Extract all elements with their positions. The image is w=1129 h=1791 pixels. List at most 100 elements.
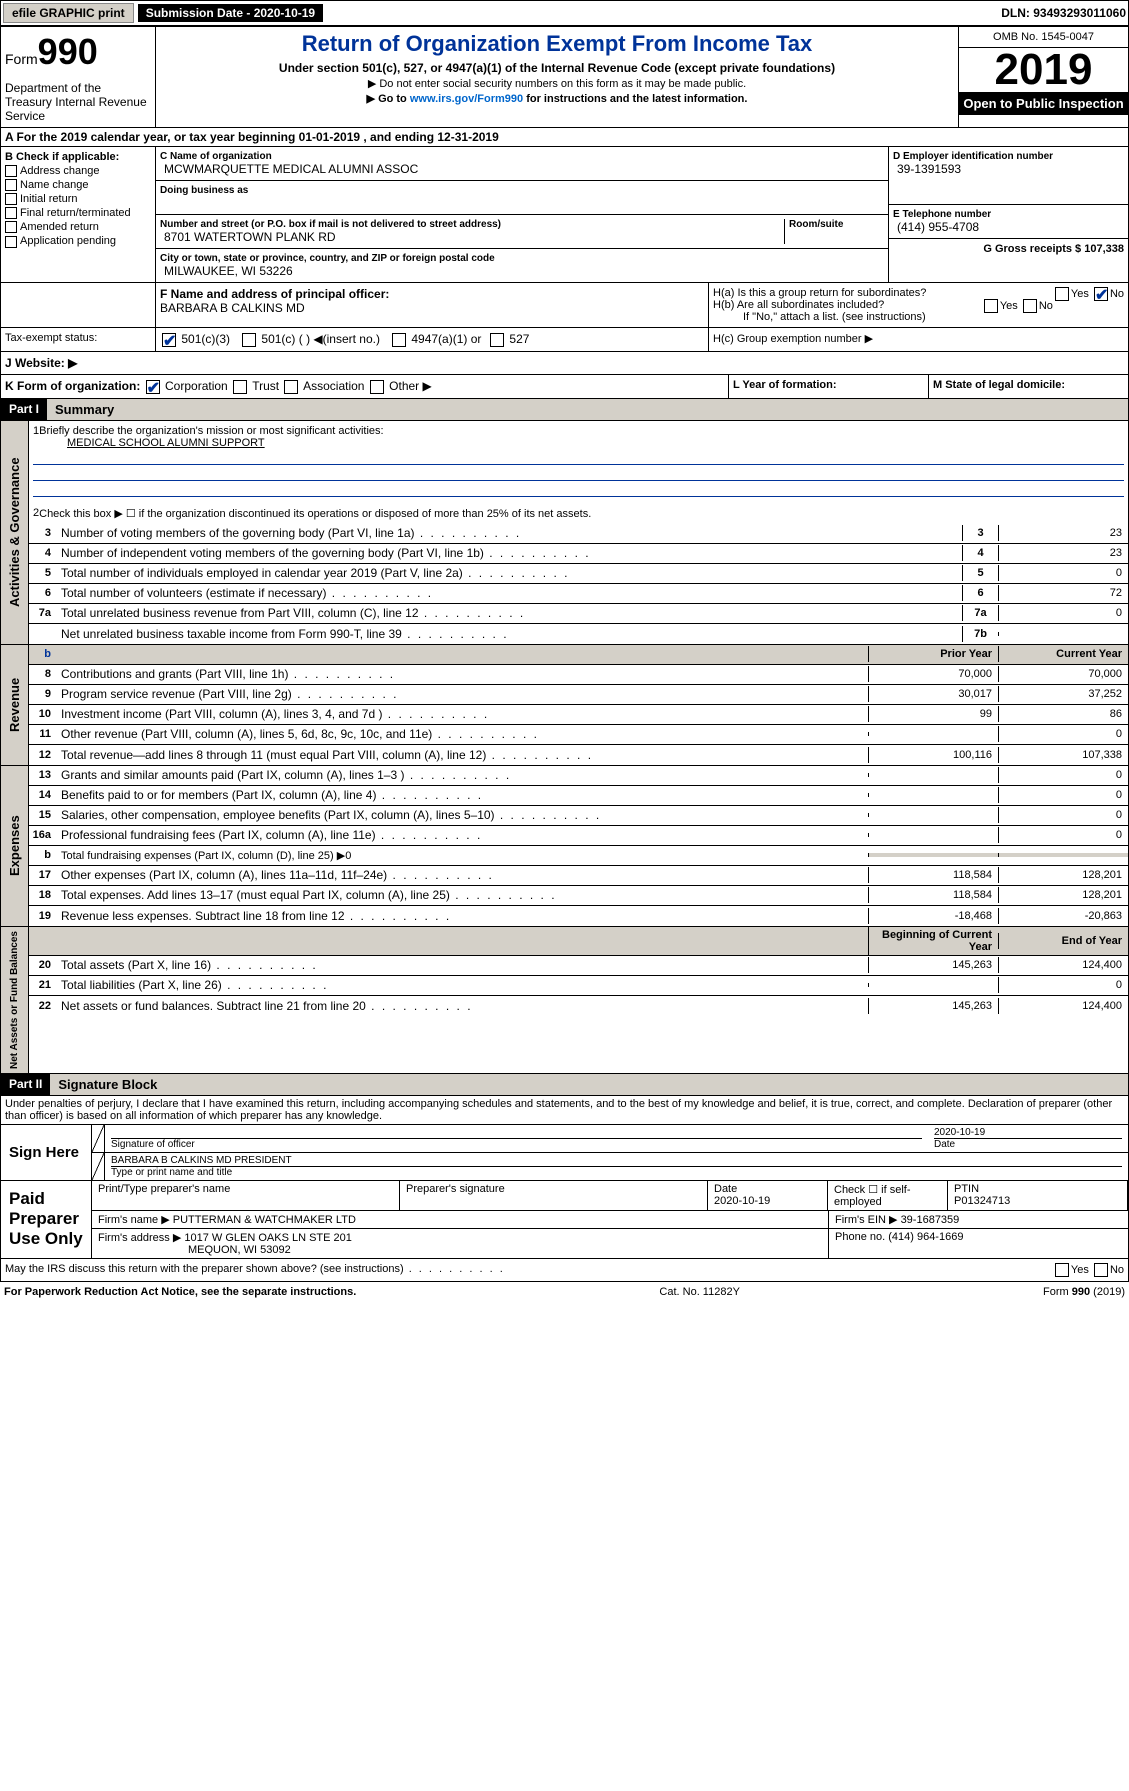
table-row: 21Total liabilities (Part X, line 26)0 — [29, 976, 1128, 996]
principal-officer: F Name and address of principal officer:… — [156, 283, 708, 327]
sign-here-section: Sign Here Signature of officer 2020-10-1… — [0, 1125, 1129, 1181]
discuss-row: May the IRS discuss this return with the… — [0, 1259, 1129, 1282]
paid-preparer-section: Paid Preparer Use Only Print/Type prepar… — [0, 1181, 1129, 1259]
efile-button[interactable]: efile GRAPHIC print — [3, 3, 134, 23]
row-k-l-m: K Form of organization: Corporation Trus… — [0, 375, 1129, 399]
h-a: H(a) Is this a group return for subordin… — [713, 287, 1124, 299]
row-a-tax-year: A For the 2019 calendar year, or tax yea… — [0, 128, 1129, 147]
signature-date: 2020-10-19 — [934, 1127, 1122, 1138]
table-row: 12Total revenue—add lines 8 through 11 (… — [29, 745, 1128, 765]
phone-value: (414) 955-4708 — [893, 220, 1124, 234]
checkbox-other[interactable] — [370, 380, 384, 394]
tax-year: 2019 — [959, 48, 1128, 92]
org-name-box: C Name of organization MCWMARQUETTE MEDI… — [156, 147, 888, 181]
ein-value: 39-1391593 — [893, 162, 1124, 176]
line-3: 3Number of voting members of the governi… — [29, 524, 1128, 544]
table-row: 17Other expenses (Part IX, column (A), l… — [29, 866, 1128, 886]
table-row: 14Benefits paid to or for members (Part … — [29, 786, 1128, 806]
checkbox-name-change[interactable]: Name change — [5, 179, 151, 191]
city-value: MILWAUKEE, WI 53226 — [160, 264, 884, 278]
gross-receipts: G Gross receipts $ 107,338 — [889, 239, 1128, 259]
ssn-warning: ▶ Do not enter social security numbers o… — [160, 77, 954, 90]
paid-preparer-label: Paid Preparer Use Only — [1, 1181, 91, 1258]
discuss-yes[interactable] — [1055, 1263, 1069, 1277]
form-title: Return of Organization Exempt From Incom… — [160, 31, 954, 57]
checkbox-527[interactable] — [490, 333, 504, 347]
irs-link[interactable]: www.irs.gov/Form990 — [410, 93, 523, 105]
signature-line-label: Signature of officer — [111, 1138, 922, 1150]
table-row: 18Total expenses. Add lines 13–17 (must … — [29, 886, 1128, 906]
line-5: 5Total number of individuals employed in… — [29, 564, 1128, 584]
table-row: 20Total assets (Part X, line 16)145,2631… — [29, 956, 1128, 976]
checkbox-corporation[interactable] — [146, 380, 160, 394]
preparer-date: Date2020-10-19 — [708, 1181, 828, 1211]
table-row: 10Investment income (Part VIII, column (… — [29, 705, 1128, 725]
submission-date: Submission Date - 2020-10-19 — [138, 4, 323, 22]
mission-statement: MEDICAL SCHOOL ALUMNI SUPPORT — [33, 437, 1124, 449]
netassets-section: Net Assets or Fund Balances Beginning of… — [0, 927, 1129, 1074]
table-row: 11Other revenue (Part VIII, column (A), … — [29, 725, 1128, 745]
org-name-value: MCWMARQUETTE MEDICAL ALUMNI ASSOC — [160, 162, 884, 176]
checkbox-address-change[interactable]: Address change — [5, 165, 151, 177]
vlabel-expenses: Expenses — [1, 766, 29, 926]
revenue-section: Revenue bPrior YearCurrent Year 8Contrib… — [0, 645, 1129, 766]
revenue-headers: bPrior YearCurrent Year — [29, 645, 1128, 665]
vlabel-revenue: Revenue — [1, 645, 29, 765]
ein-box: D Employer identification number 39-1391… — [889, 147, 1128, 205]
table-row: 15Salaries, other compensation, employee… — [29, 806, 1128, 826]
checkbox-final-return[interactable]: Final return/terminated — [5, 207, 151, 219]
page-footer: For Paperwork Reduction Act Notice, see … — [0, 1282, 1129, 1302]
preparer-name-hdr: Print/Type preparer's name — [92, 1181, 400, 1211]
dba-box: Doing business as — [156, 181, 888, 215]
ptin: PTINP01324713 — [948, 1181, 1128, 1211]
line-7a: 7aTotal unrelated business revenue from … — [29, 604, 1128, 624]
discuss-no[interactable] — [1094, 1263, 1108, 1277]
form-header: Form990 Department of the Treasury Inter… — [0, 26, 1129, 128]
expenses-section: Expenses 13Grants and similar amounts pa… — [0, 766, 1129, 927]
sign-here-label: Sign Here — [1, 1125, 91, 1180]
part1-header: Part I Summary — [0, 399, 1129, 421]
vlabel-netassets: Net Assets or Fund Balances — [1, 927, 29, 1073]
firm-address: 1017 W GLEN OAKS LN STE 201 — [184, 1232, 352, 1244]
table-row: 19Revenue less expenses. Subtract line 1… — [29, 906, 1128, 926]
checkbox-amended-return[interactable]: Amended return — [5, 221, 151, 233]
year-formation: L Year of formation: — [728, 375, 928, 398]
checkbox-trust[interactable] — [233, 380, 247, 394]
perjury-statement: Under penalties of perjury, I declare th… — [0, 1096, 1129, 1125]
activities-governance-section: Activities & Governance 1Briefly describ… — [0, 421, 1129, 645]
preparer-sig-hdr: Preparer's signature — [400, 1181, 708, 1211]
address-box: Number and street (or P.O. box if mail i… — [156, 215, 888, 249]
checkbox-501c[interactable] — [242, 333, 256, 347]
entity-grid: B Check if applicable: Address change Na… — [0, 147, 1129, 283]
table-row: 22Net assets or fund balances. Subtract … — [29, 996, 1128, 1016]
checkbox-application-pending[interactable]: Application pending — [5, 235, 151, 247]
instructions-link: ▶ Go to www.irs.gov/Form990 for instruct… — [160, 92, 954, 105]
dln-number: DLN: 93493293011060 — [1001, 6, 1126, 20]
top-bar: efile GRAPHIC print Submission Date - 20… — [0, 0, 1129, 26]
checkbox-initial-return[interactable]: Initial return — [5, 193, 151, 205]
table-row: bTotal fundraising expenses (Part IX, co… — [29, 846, 1128, 866]
line-4: 4Number of independent voting members of… — [29, 544, 1128, 564]
street-address: 8701 WATERTOWN PLANK RD — [160, 230, 784, 244]
state-domicile: M State of legal domicile: — [928, 375, 1128, 398]
officer-name: BARBARA B CALKINS MD PRESIDENT — [111, 1155, 1122, 1166]
open-public-badge: Open to Public Inspection — [959, 92, 1128, 115]
footer-left: For Paperwork Reduction Act Notice, see … — [4, 1286, 356, 1298]
form-number: Form990 — [5, 31, 151, 73]
city-box: City or town, state or province, country… — [156, 249, 888, 282]
h-c: H(c) Group exemption number ▶ — [708, 328, 1128, 351]
row-i-hc: Tax-exempt status: 501(c)(3) 501(c) ( ) … — [0, 328, 1129, 352]
form-subtitle: Under section 501(c), 527, or 4947(a)(1)… — [160, 61, 954, 75]
checkbox-association[interactable] — [284, 380, 298, 394]
row-f-h: F Name and address of principal officer:… — [0, 283, 1129, 328]
checkbox-501c3[interactable] — [162, 333, 176, 347]
table-row: 16aProfessional fundraising fees (Part I… — [29, 826, 1128, 846]
netassets-headers: Beginning of Current YearEnd of Year — [29, 927, 1128, 956]
row-j: J Website: ▶ — [0, 352, 1129, 375]
firm-name: PUTTERMAN & WATCHMAKER LTD — [173, 1214, 356, 1226]
table-row: 13Grants and similar amounts paid (Part … — [29, 766, 1128, 786]
self-employed-check[interactable]: Check ☐ if self-employed — [828, 1181, 948, 1211]
checkbox-4947[interactable] — [392, 333, 406, 347]
footer-right: Form 990 (2019) — [1043, 1286, 1125, 1298]
firm-phone: (414) 964-1669 — [888, 1231, 963, 1243]
